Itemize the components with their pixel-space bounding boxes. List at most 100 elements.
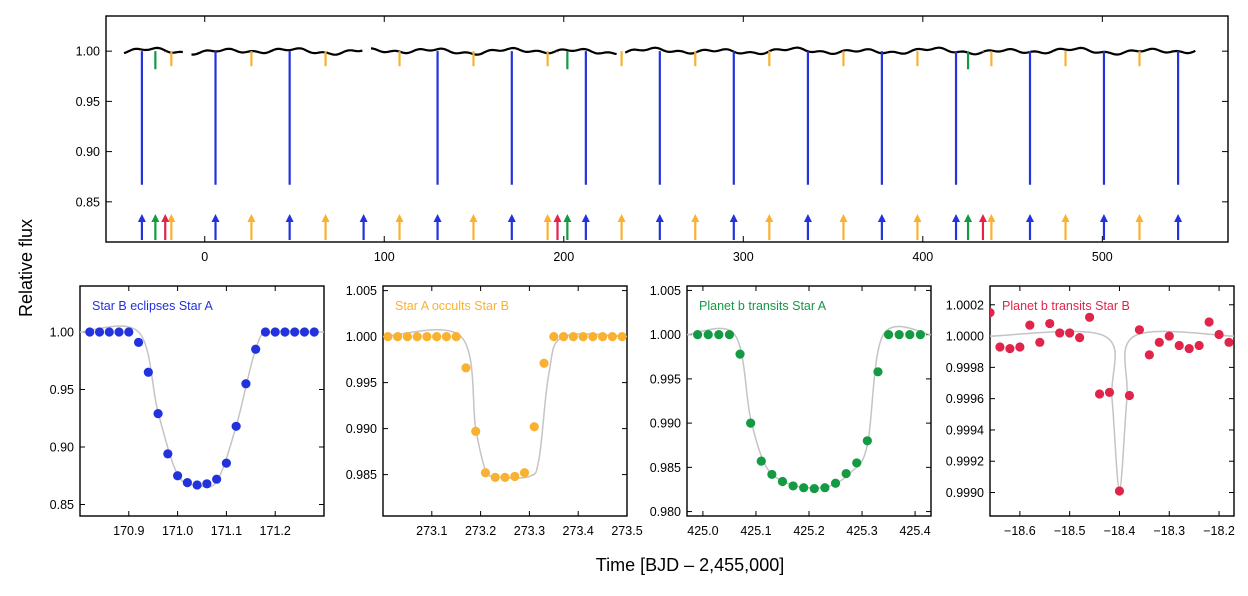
full-event-arrowhead bbox=[952, 214, 961, 222]
full-event-arrowhead bbox=[167, 214, 176, 222]
panel1-data-point bbox=[163, 449, 173, 459]
panel4-ytick-label: 0.9990 bbox=[946, 486, 984, 500]
panel3-data-point bbox=[905, 330, 915, 340]
panel2-data-point bbox=[617, 332, 627, 342]
panel1-data-point bbox=[212, 474, 222, 484]
panel3-data-point bbox=[830, 478, 841, 488]
panel2-data-point bbox=[578, 332, 588, 342]
panel4-data-point bbox=[1025, 320, 1035, 330]
panel2-frame bbox=[382, 285, 628, 517]
panel3-xtick-label: 425.4 bbox=[899, 524, 930, 538]
panel1-data-point bbox=[202, 479, 212, 489]
full-event-arrowhead bbox=[877, 214, 886, 222]
panel4-data-point bbox=[1204, 317, 1214, 327]
panel4-data-point bbox=[1075, 333, 1085, 343]
panel4-data-point bbox=[1045, 318, 1055, 329]
panel1-data-point bbox=[270, 327, 280, 337]
panel1-data-point bbox=[114, 327, 124, 337]
panel2-ytick-label: 0.990 bbox=[346, 422, 377, 436]
panel3-data-point bbox=[724, 330, 735, 340]
panel3-data-point bbox=[894, 330, 904, 340]
panel4-xtick-label: −18.3 bbox=[1153, 524, 1185, 538]
panel4-data-point bbox=[1144, 350, 1154, 360]
panel1-data-point bbox=[231, 421, 241, 431]
panel4-data-point bbox=[1065, 328, 1075, 338]
panel4-xtick-label: −18.2 bbox=[1203, 524, 1235, 538]
full-event-arrowhead bbox=[469, 214, 478, 222]
panel2-title: Star A occults Star B bbox=[395, 299, 509, 313]
panel3-data-point bbox=[767, 469, 777, 480]
panel1-xtick-label: 171.2 bbox=[260, 524, 291, 538]
y-axis-title: Relative flux bbox=[16, 219, 36, 317]
full-event-arrowhead bbox=[161, 214, 170, 222]
panel4-data-point bbox=[1214, 329, 1224, 340]
panel2-plot-area bbox=[383, 329, 627, 482]
panel4-data-point bbox=[995, 342, 1005, 352]
panel3-xtick-label: 425.3 bbox=[846, 524, 877, 538]
panel-star-a-occults-star-b: 0.985 0.990 0.995 1.000 1.005 273.1 273.2 273.3… bbox=[346, 284, 643, 538]
panel2-data-point bbox=[402, 332, 412, 342]
panel3-ytick-label: 0.995 bbox=[650, 372, 681, 386]
panel1-data-point bbox=[94, 327, 105, 337]
panel4-data-point bbox=[1094, 389, 1105, 399]
panel1-data-point bbox=[251, 344, 261, 354]
panel1-ytick-label: 0.90 bbox=[50, 441, 74, 455]
panel1-xtick-label: 170.9 bbox=[113, 524, 144, 538]
panel3-data-point bbox=[852, 458, 862, 468]
full-event-arrowhead bbox=[563, 214, 572, 222]
full-event-arrowhead bbox=[913, 214, 922, 222]
panel2-xtick-label: 273.3 bbox=[514, 524, 545, 538]
full-event-arrowhead bbox=[655, 214, 664, 222]
full-lightcurve-panel: 0.85 0.90 0.95 1.00 0 100 200 300 400 500 bbox=[76, 15, 1229, 264]
panel1-ytick-label: 1.00 bbox=[50, 326, 74, 340]
full-event-arrowhead bbox=[617, 214, 626, 222]
full-ytick-label: 1.00 bbox=[76, 45, 100, 59]
panel3-data-point bbox=[883, 330, 894, 340]
panel1-data-point bbox=[124, 327, 134, 337]
full-lightcurve bbox=[123, 46, 1196, 56]
panel2-data-point bbox=[588, 332, 598, 342]
panel3-ytick-label: 1.000 bbox=[650, 328, 681, 342]
panel4-ytick-label: 1.0000 bbox=[946, 330, 984, 344]
full-event-arrowhead bbox=[211, 214, 220, 222]
panel1-data-point bbox=[280, 327, 290, 337]
panel3-ytick-label: 0.980 bbox=[650, 505, 681, 519]
panel3-xtick-label: 425.2 bbox=[793, 524, 824, 538]
panel4-xtick-label: −18.4 bbox=[1104, 524, 1136, 538]
panel1-title: Star B eclipses Star A bbox=[92, 299, 214, 313]
full-xtick-label: 300 bbox=[733, 250, 754, 264]
panel2-data-point bbox=[558, 332, 569, 342]
panel3-data-point bbox=[756, 456, 766, 466]
panel3-data-point bbox=[820, 483, 830, 493]
panel4-data-point bbox=[1124, 390, 1135, 401]
panel3-data-point bbox=[799, 483, 809, 493]
panel3-data-point bbox=[809, 483, 819, 494]
full-event-arrowhead bbox=[803, 214, 812, 222]
full-event-arrowhead bbox=[359, 214, 368, 222]
panel3-ytick-label: 1.005 bbox=[650, 284, 681, 298]
panel-planet-b-transits-star-a: 0.980 0.985 0.990 0.995 1.000 1.005 425.0 425.1… bbox=[650, 284, 932, 538]
panel2-data-point bbox=[461, 363, 471, 373]
panel3-data-point bbox=[693, 330, 703, 340]
panel2-data-point bbox=[471, 426, 481, 436]
panel2-data-point bbox=[549, 332, 559, 342]
full-frame bbox=[105, 15, 1229, 243]
panel1-data-point bbox=[133, 337, 144, 347]
full-event-arrowhead bbox=[1025, 214, 1034, 222]
panel4-data-point bbox=[1104, 387, 1115, 397]
full-event-arrowhead bbox=[247, 214, 256, 222]
panel3-model-curve bbox=[687, 325, 931, 489]
panel2-xtick-label: 273.2 bbox=[465, 524, 496, 538]
panel4-model-curve bbox=[990, 330, 1234, 491]
full-xtick-label: 500 bbox=[1092, 250, 1113, 264]
x-axis-title: Time [BJD – 2,455,000] bbox=[596, 555, 784, 575]
panel-star-b-eclipses-star-a: 0.85 0.90 0.95 1.00 170.9 171.0 171.1 171.2 Star… bbox=[50, 285, 325, 538]
panel1-xtick-label: 171.0 bbox=[162, 524, 193, 538]
full-event-arrowhead bbox=[285, 214, 294, 222]
full-event-arrowhead bbox=[978, 214, 987, 222]
panel4-ytick-label: 1.0002 bbox=[946, 298, 984, 312]
full-event-arrowhead bbox=[691, 214, 700, 222]
panel3-data-point bbox=[714, 330, 724, 340]
panel4-data-point bbox=[1114, 486, 1125, 496]
